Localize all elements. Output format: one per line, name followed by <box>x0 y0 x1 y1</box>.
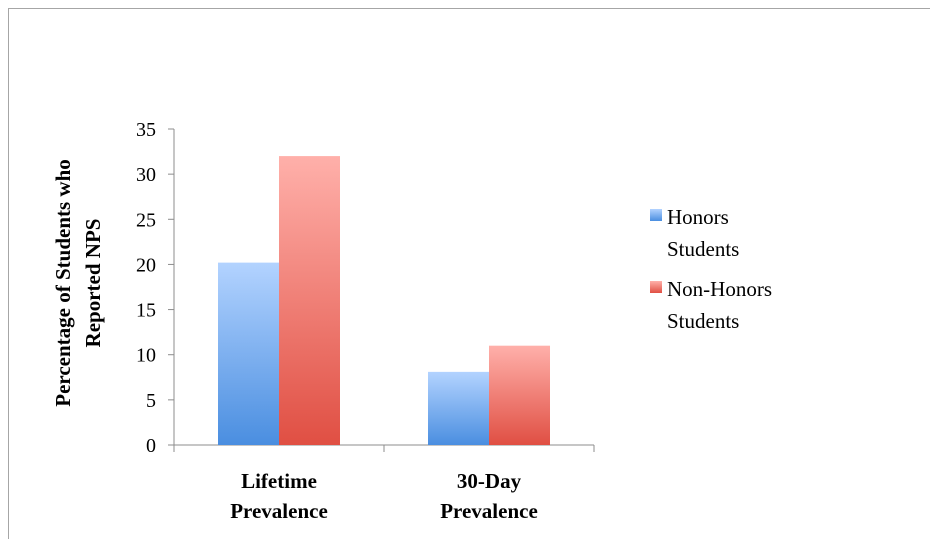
legend-label: Students <box>667 309 739 333</box>
x-tick-labels: Lifetime Prevalence 30-Day Prevalence <box>230 469 538 523</box>
bar-honors-0 <box>218 262 279 445</box>
legend-label: Students <box>667 237 739 261</box>
y-tick-label: 15 <box>136 300 156 322</box>
y-axis-title-line: Percentage of Students who <box>51 159 75 407</box>
legend-swatch-non-honors <box>650 281 662 293</box>
x-category-label: Prevalence <box>230 499 328 523</box>
bar-non-honors-1 <box>489 345 550 445</box>
bar-honors-1 <box>428 371 489 445</box>
x-category-label: Prevalence <box>440 499 538 523</box>
y-tick-label: 20 <box>136 254 156 276</box>
y-tick-label: 0 <box>146 435 156 457</box>
y-axis-label: Percentage of Students who Reported NPS <box>51 159 105 407</box>
y-tick-label: 35 <box>136 119 156 141</box>
legend-swatch-honors <box>650 209 662 221</box>
legend-label: Non-Honors <box>667 277 772 301</box>
y-tick-label: 30 <box>136 164 156 186</box>
x-category-label: 30-Day <box>457 469 522 493</box>
bars <box>218 156 550 446</box>
y-tick-label: 5 <box>146 390 156 412</box>
legend: Honors Students Non-Honors Students <box>650 205 772 333</box>
legend-label: Honors <box>667 205 729 229</box>
x-category-label: Lifetime <box>241 469 317 493</box>
bar-non-honors-0 <box>279 156 340 446</box>
y-axis-title-line: Reported NPS <box>81 219 105 348</box>
y-tick-label: 25 <box>136 209 156 231</box>
chart-frame <box>8 8 930 539</box>
y-tick-label: 10 <box>136 345 156 367</box>
